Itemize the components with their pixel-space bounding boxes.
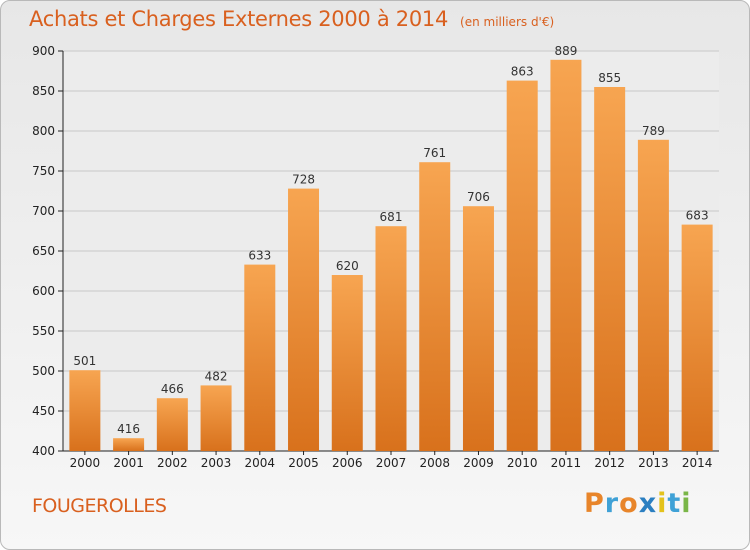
logo-letter: i (657, 488, 668, 519)
bar-2006 (331, 275, 363, 451)
data-label-2005: 728 (292, 173, 315, 187)
data-label-2006: 620 (336, 259, 359, 273)
y-tick-label: 550 (32, 324, 55, 338)
bar-2003 (200, 385, 232, 451)
bar-2005 (288, 188, 320, 451)
x-tick-label-2007: 2007 (376, 456, 407, 470)
y-tick-label: 650 (32, 244, 55, 258)
commune-name: FOUGEROLLES (32, 495, 167, 517)
data-label-2009: 706 (467, 190, 490, 204)
x-tick-label-2010: 2010 (507, 456, 538, 470)
bar-2004 (244, 264, 276, 451)
x-tick-label-2002: 2002 (157, 456, 188, 470)
y-tick-label: 450 (32, 404, 55, 418)
data-label-2004: 633 (248, 249, 271, 263)
y-tick-label: 400 (32, 444, 55, 458)
logo-letter: i (681, 488, 692, 519)
data-label-2014: 683 (686, 209, 709, 223)
y-tick-label: 500 (32, 364, 55, 378)
y-tick-label: 900 (32, 44, 55, 58)
bar-2013 (637, 139, 669, 452)
data-label-2010: 863 (511, 65, 534, 79)
bar-2008 (419, 162, 451, 451)
bar-2002 (156, 398, 188, 451)
y-tick-label: 700 (32, 204, 55, 218)
y-tick-label: 600 (32, 284, 55, 298)
data-label-2003: 482 (205, 369, 228, 383)
x-tick-label-2005: 2005 (288, 456, 319, 470)
data-label-2008: 761 (423, 146, 446, 160)
logo-letter: x (638, 488, 658, 519)
bar-2012 (594, 87, 626, 451)
y-tick-label: 800 (32, 124, 55, 138)
x-tick-label-2001: 2001 (113, 456, 144, 470)
bar-2010 (506, 80, 538, 451)
logo-letter: r (604, 488, 620, 519)
proxiti-logo: Proxiti (584, 488, 692, 519)
logo-letter: P (584, 488, 605, 519)
y-tick-label: 750 (32, 164, 55, 178)
x-tick-label-2004: 2004 (245, 456, 276, 470)
x-tick-label-2012: 2012 (594, 456, 625, 470)
chart-subtitle: (en milliers d'€) (460, 15, 555, 29)
chart-title: Achats et Charges Externes 2000 à 2014 (e… (29, 7, 554, 31)
x-tick-label-2000: 2000 (70, 456, 101, 470)
chart-title-text: Achats et Charges Externes 2000 à 2014 (29, 7, 449, 31)
x-tick-label-2003: 2003 (201, 456, 232, 470)
x-tick-label-2008: 2008 (419, 456, 450, 470)
x-tick-label-2009: 2009 (463, 456, 494, 470)
bar-2007 (375, 226, 407, 451)
data-label-2001: 416 (117, 422, 140, 436)
logo-letter: t (667, 488, 682, 519)
data-label-2012: 855 (598, 71, 621, 85)
data-label-2011: 889 (554, 44, 577, 58)
data-label-2002: 466 (161, 382, 184, 396)
data-label-2013: 789 (642, 124, 665, 138)
bar-2014 (681, 224, 713, 451)
logo-letter: o (619, 488, 639, 519)
y-tick-label: 850 (32, 84, 55, 98)
x-tick-label-2011: 2011 (551, 456, 582, 470)
bar-2009 (462, 206, 494, 451)
x-tick-label-2013: 2013 (638, 456, 669, 470)
bar-2011 (550, 59, 582, 452)
bar-2001 (113, 438, 145, 451)
x-tick-label-2006: 2006 (332, 456, 363, 470)
data-label-2000: 501 (73, 354, 96, 368)
data-label-2007: 681 (380, 210, 403, 224)
x-tick-label-2014: 2014 (682, 456, 713, 470)
bar-2000 (69, 370, 101, 451)
